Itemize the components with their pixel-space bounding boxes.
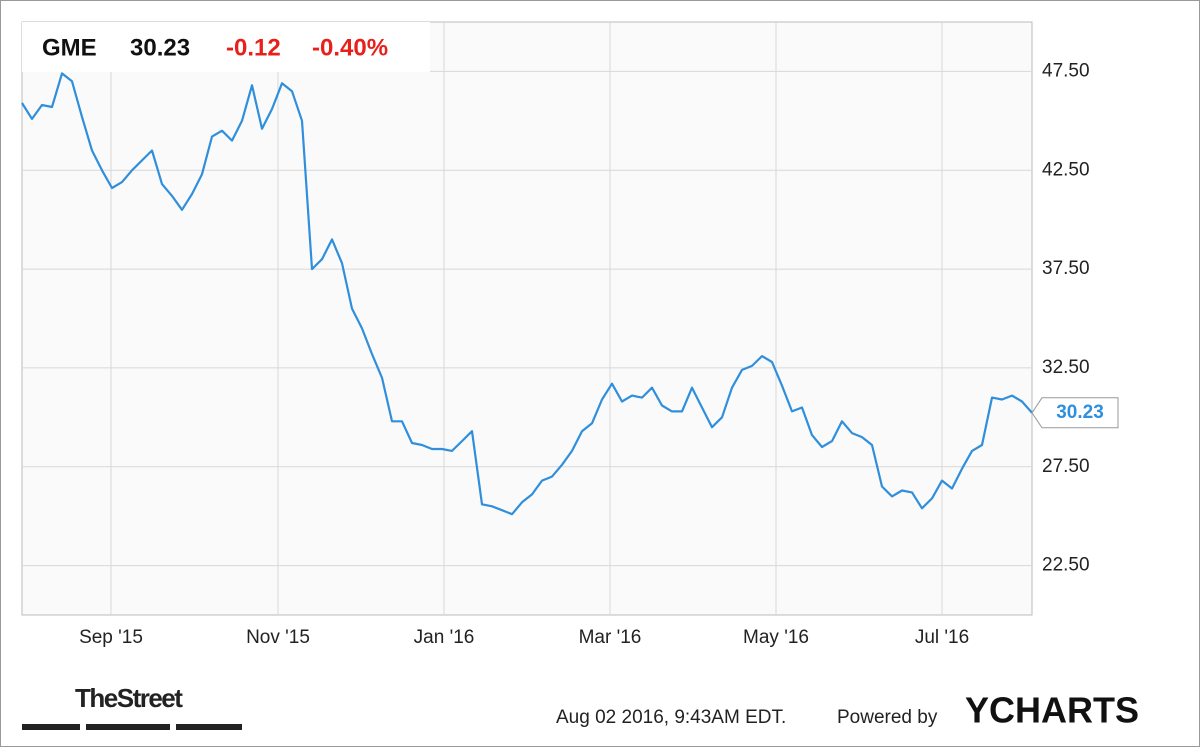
price-line: [21, 72, 1033, 516]
header-box: [22, 22, 430, 72]
x-tick-label: Nov '15: [246, 627, 310, 648]
last-price-box: [1031, 397, 1119, 429]
x-tick-label: Jul '16: [915, 627, 969, 648]
brand: YCHARTS: [965, 690, 1139, 731]
last-price-label: 30.23: [1056, 402, 1104, 423]
change: -0.12: [226, 34, 281, 61]
y-tick-label: 42.50: [1042, 159, 1090, 180]
timestamp: Aug 02 2016, 9:43AM EDT.: [556, 707, 786, 728]
powered-by: Powered by: [837, 707, 938, 728]
y-tick-label: 32.50: [1042, 357, 1090, 378]
change-pct: -0.40%: [312, 34, 388, 61]
logo-bar: [86, 724, 170, 730]
x-tick-label: Sep '15: [79, 627, 143, 648]
plot-area: [21, 21, 1033, 616]
logo-bar: [22, 724, 80, 730]
x-tick-label: Jan '16: [414, 627, 475, 648]
x-tick-label: May '16: [743, 627, 809, 648]
price: 30.23: [130, 34, 190, 61]
y-tick-label: 47.50: [1042, 60, 1090, 81]
y-tick-label: 27.50: [1042, 456, 1090, 477]
ticker: GME: [42, 34, 97, 61]
y-tick-label: 22.50: [1042, 555, 1090, 576]
y-tick-label: 37.50: [1042, 258, 1090, 279]
source-logo: TheStreet: [75, 683, 183, 713]
x-tick-label: Mar '16: [579, 627, 642, 648]
logo-bar: [176, 724, 242, 730]
